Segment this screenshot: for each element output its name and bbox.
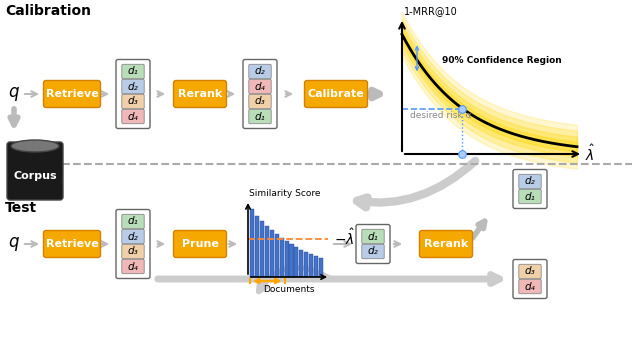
Bar [314, 256, 318, 277]
Bar [304, 252, 308, 277]
Text: d₄: d₄ [127, 261, 138, 272]
Text: Prune: Prune [182, 239, 218, 249]
Text: $-\hat{\lambda}$: $-\hat{\lambda}$ [333, 227, 355, 247]
Text: d₁: d₁ [127, 67, 138, 76]
Text: Rerank: Rerank [178, 89, 222, 99]
FancyBboxPatch shape [122, 259, 144, 274]
Text: d₄: d₄ [127, 111, 138, 121]
Bar [280, 238, 284, 277]
Text: Retrieve: Retrieve [45, 239, 99, 249]
Bar [300, 250, 303, 277]
Text: Test: Test [5, 201, 37, 215]
Bar [309, 254, 313, 277]
Bar [265, 226, 269, 277]
Text: 90% Confidence Region: 90% Confidence Region [442, 56, 562, 65]
FancyBboxPatch shape [44, 230, 100, 258]
FancyBboxPatch shape [419, 230, 472, 258]
Text: d₂: d₂ [525, 177, 536, 186]
FancyBboxPatch shape [122, 109, 144, 124]
Text: 1-MRR@10: 1-MRR@10 [404, 6, 458, 16]
Bar [275, 235, 278, 277]
FancyBboxPatch shape [122, 244, 144, 259]
FancyArrowPatch shape [259, 268, 328, 291]
FancyBboxPatch shape [249, 79, 271, 94]
FancyBboxPatch shape [249, 109, 271, 124]
Text: d₃: d₃ [127, 246, 138, 257]
FancyBboxPatch shape [519, 174, 541, 189]
Text: d₂: d₂ [255, 67, 266, 76]
Text: Rerank: Rerank [424, 239, 468, 249]
FancyArrowPatch shape [357, 161, 476, 207]
Text: d₁: d₁ [255, 111, 266, 121]
FancyBboxPatch shape [249, 64, 271, 79]
FancyBboxPatch shape [362, 244, 384, 259]
Text: Retrieve: Retrieve [45, 89, 99, 99]
FancyBboxPatch shape [243, 59, 277, 128]
Bar [255, 216, 259, 277]
Text: d₃: d₃ [255, 97, 266, 106]
FancyBboxPatch shape [513, 260, 547, 298]
FancyBboxPatch shape [356, 224, 390, 263]
Text: d₁: d₁ [367, 231, 378, 242]
Text: d₄: d₄ [255, 82, 266, 91]
FancyBboxPatch shape [173, 230, 227, 258]
Text: $q$: $q$ [8, 235, 20, 253]
FancyBboxPatch shape [122, 94, 144, 109]
FancyBboxPatch shape [122, 79, 144, 94]
Text: $q$: $q$ [8, 85, 20, 103]
Bar [285, 242, 289, 277]
FancyBboxPatch shape [122, 214, 144, 229]
Text: d₁: d₁ [127, 216, 138, 227]
Text: d₃: d₃ [525, 267, 536, 276]
Bar [289, 244, 294, 277]
FancyBboxPatch shape [44, 81, 100, 107]
Text: d₂: d₂ [367, 246, 378, 257]
Text: d₂: d₂ [127, 231, 138, 242]
FancyArrowPatch shape [10, 109, 18, 125]
FancyBboxPatch shape [513, 170, 547, 208]
Bar [294, 247, 298, 277]
FancyBboxPatch shape [116, 59, 150, 128]
Text: d₄: d₄ [525, 282, 536, 291]
Text: Similarity Score: Similarity Score [249, 189, 321, 198]
FancyBboxPatch shape [122, 229, 144, 244]
Ellipse shape [11, 140, 59, 152]
FancyBboxPatch shape [249, 94, 271, 109]
Text: Calibrate: Calibrate [308, 89, 364, 99]
Text: $\hat{\lambda}$: $\hat{\lambda}$ [585, 144, 595, 164]
Bar [319, 258, 323, 277]
Bar [269, 230, 274, 277]
FancyBboxPatch shape [173, 81, 227, 107]
FancyBboxPatch shape [116, 209, 150, 279]
FancyArrowPatch shape [158, 275, 499, 283]
FancyBboxPatch shape [362, 229, 384, 244]
FancyBboxPatch shape [519, 189, 541, 204]
Text: d₁: d₁ [525, 192, 536, 201]
Bar [260, 221, 264, 277]
Text: d₃: d₃ [127, 97, 138, 106]
Text: d₂: d₂ [127, 82, 138, 91]
Text: desired risk α: desired risk α [410, 111, 472, 120]
FancyBboxPatch shape [519, 279, 541, 294]
Text: Calibration: Calibration [5, 4, 91, 18]
FancyBboxPatch shape [519, 264, 541, 279]
FancyBboxPatch shape [122, 64, 144, 79]
Text: Corpus: Corpus [13, 171, 57, 181]
Text: Documents: Documents [263, 285, 315, 294]
FancyBboxPatch shape [7, 142, 63, 200]
Bar [250, 209, 254, 277]
FancyBboxPatch shape [305, 81, 367, 107]
